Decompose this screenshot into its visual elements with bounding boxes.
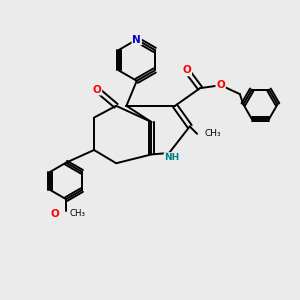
Text: CH₃: CH₃: [69, 209, 85, 218]
Text: N: N: [132, 34, 141, 45]
Text: O: O: [182, 65, 191, 76]
Text: O: O: [50, 209, 59, 219]
Text: CH₃: CH₃: [205, 129, 221, 138]
Text: O: O: [216, 80, 225, 90]
Text: O: O: [93, 85, 101, 94]
Text: NH: NH: [164, 153, 180, 162]
